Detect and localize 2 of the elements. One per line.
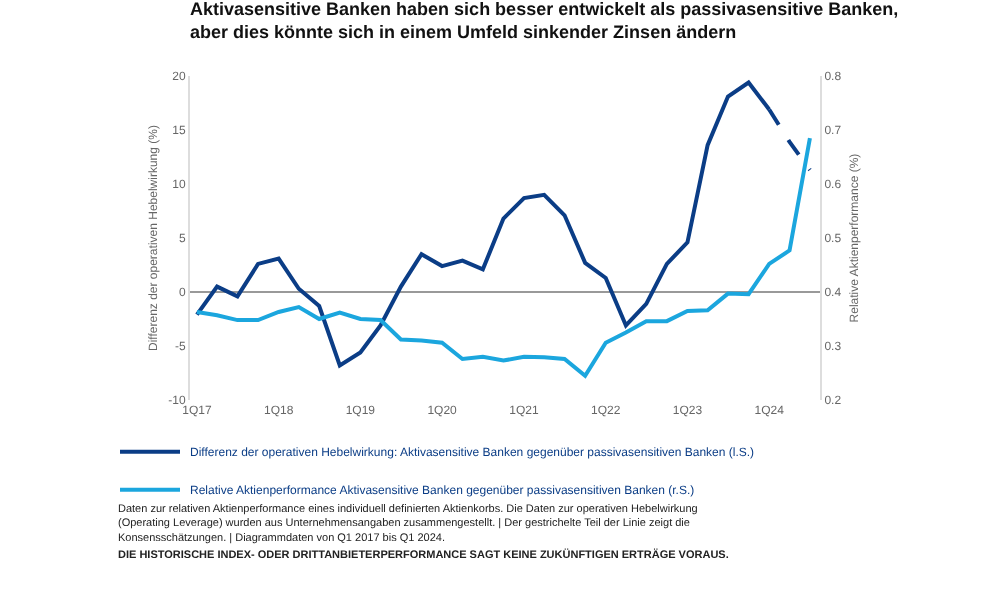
chart-title: Aktivasensitive Banken haben sich besser entwickelt als passivasensitive Banken, aber dies könnte sich in einem Umfeld sinkender Zinsen ändern xyxy=(190,0,899,43)
line-series xyxy=(194,136,812,378)
